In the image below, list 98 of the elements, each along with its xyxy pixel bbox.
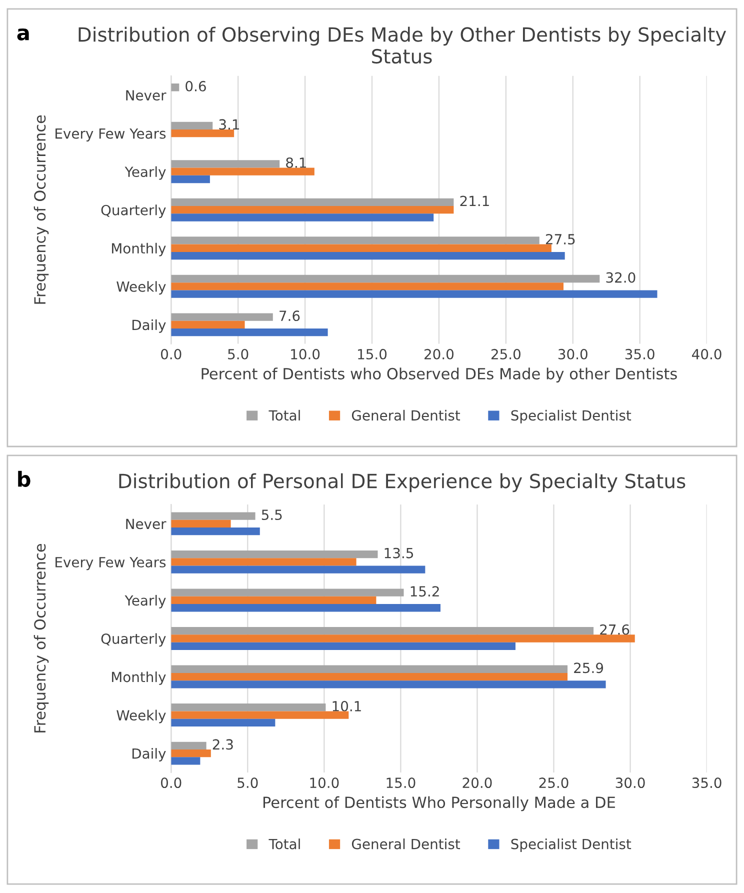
x-tick-label: 5.0 bbox=[228, 348, 248, 360]
data-label: 3.1 bbox=[219, 119, 239, 130]
bar bbox=[171, 282, 564, 290]
x-tick-label: 20.0 bbox=[462, 778, 492, 788]
bar bbox=[171, 566, 426, 574]
bar bbox=[171, 214, 434, 222]
x-tick-label: 20.0 bbox=[424, 348, 454, 360]
bar bbox=[171, 604, 440, 612]
data-label: 32.0 bbox=[606, 272, 636, 283]
bar bbox=[171, 244, 552, 252]
legend-label: Specialist Dentist bbox=[511, 410, 632, 424]
data-label: 7.6 bbox=[280, 310, 300, 322]
y-tick-label: Every Few Years bbox=[56, 128, 166, 142]
data-label: 8.1 bbox=[286, 157, 306, 168]
x-tick-label: 10.0 bbox=[310, 778, 339, 788]
bar bbox=[171, 665, 568, 673]
bar bbox=[171, 757, 200, 765]
bar bbox=[171, 313, 273, 321]
text: b bbox=[18, 470, 30, 487]
bar bbox=[171, 129, 234, 138]
bar bbox=[171, 520, 231, 528]
bar bbox=[171, 252, 565, 260]
y-tick-label: Every Few Years bbox=[56, 557, 166, 570]
bar bbox=[171, 588, 404, 596]
data-label: 0.6 bbox=[186, 80, 206, 92]
x-tick-label: 35.0 bbox=[625, 348, 654, 360]
legend-label: Total bbox=[268, 410, 300, 421]
bar bbox=[171, 198, 454, 206]
bar bbox=[171, 742, 206, 750]
bar bbox=[171, 634, 635, 642]
y-tick-label: Daily bbox=[132, 748, 166, 762]
legend-label: Specialist Dentist bbox=[511, 838, 632, 852]
bar bbox=[171, 704, 326, 712]
bar bbox=[171, 122, 213, 130]
bar bbox=[171, 206, 454, 214]
bar bbox=[171, 84, 180, 92]
legend-label: Total bbox=[268, 838, 300, 850]
text: a bbox=[17, 28, 29, 40]
data-label: 5.5 bbox=[262, 510, 282, 520]
legend-label: General Dentist bbox=[352, 410, 460, 421]
bar bbox=[171, 711, 349, 719]
bar bbox=[171, 596, 376, 604]
bar bbox=[171, 320, 245, 328]
x-tick-label: 15.0 bbox=[386, 778, 416, 788]
bar bbox=[171, 328, 328, 336]
x-tick-label: 25.0 bbox=[539, 778, 568, 788]
bar bbox=[171, 160, 280, 168]
y-tick-label: Never bbox=[126, 90, 166, 101]
bar bbox=[171, 512, 256, 520]
y-tick-label: Weekly bbox=[116, 710, 166, 724]
chart-title: Distribution of Personal DE Experience by Specialty Status bbox=[119, 473, 686, 492]
x-tick-label: 35.0 bbox=[692, 778, 722, 788]
data-label: 10.1 bbox=[332, 700, 361, 712]
y-tick-label: Never bbox=[126, 518, 166, 530]
legend-label: General Dentist bbox=[352, 838, 460, 850]
y-tick-label: Yearly bbox=[124, 594, 166, 608]
bar bbox=[171, 236, 540, 244]
bar bbox=[171, 175, 210, 184]
x-tick-label: 15.0 bbox=[358, 348, 387, 360]
data-label: 27.5 bbox=[546, 234, 575, 244]
y-tick-label: Quarterly bbox=[101, 633, 166, 647]
y-tick-label: Monthly bbox=[112, 242, 166, 256]
y-tick-label: Quarterly bbox=[101, 204, 166, 218]
y-tick-label: Daily bbox=[132, 319, 166, 333]
bar bbox=[171, 290, 658, 298]
x-tick-label: 10.0 bbox=[291, 348, 320, 360]
x-axis-title: Percent of Dentists who Observed DEs Made by other Dentists bbox=[202, 368, 677, 382]
y-axis-title: Frequency of Occurrence bbox=[34, 115, 49, 304]
bar bbox=[171, 558, 356, 566]
x-tick-label: 40.0 bbox=[692, 348, 722, 360]
chart-title: Distribution of Observing DEs Made by Other Dentists by Specialty Status bbox=[78, 26, 726, 64]
data-label: 2.3 bbox=[212, 739, 233, 750]
bar bbox=[171, 749, 211, 758]
x-tick-label: 0.0 bbox=[160, 348, 182, 360]
y-tick-label: Monthly bbox=[112, 671, 166, 685]
y-tick-label: Weekly bbox=[116, 281, 166, 295]
bar bbox=[171, 274, 600, 283]
data-label: 21.1 bbox=[460, 196, 489, 206]
data-label: 13.5 bbox=[384, 548, 414, 558]
bar bbox=[171, 168, 314, 176]
x-tick-label: 5.0 bbox=[238, 778, 258, 788]
x-tick-label: 25.0 bbox=[491, 348, 520, 360]
x-axis-title: Percent of Dentists Who Personally Made a DE bbox=[263, 796, 615, 812]
x-tick-label: 30.0 bbox=[558, 348, 588, 360]
y-tick-label: Yearly bbox=[124, 166, 166, 180]
data-label: 15.2 bbox=[410, 586, 439, 597]
data-label: 27.6 bbox=[600, 624, 630, 635]
data-label: 25.9 bbox=[574, 662, 604, 674]
bar bbox=[171, 680, 606, 688]
bar bbox=[171, 642, 516, 650]
y-axis-title: Frequency of Occurrence bbox=[34, 544, 49, 732]
bar bbox=[171, 528, 260, 536]
bar bbox=[171, 550, 378, 558]
bar bbox=[171, 718, 276, 727]
bar bbox=[171, 627, 594, 635]
x-tick-label: 0.0 bbox=[160, 778, 182, 788]
x-tick-label: 30.0 bbox=[616, 778, 645, 788]
bar bbox=[171, 672, 568, 681]
